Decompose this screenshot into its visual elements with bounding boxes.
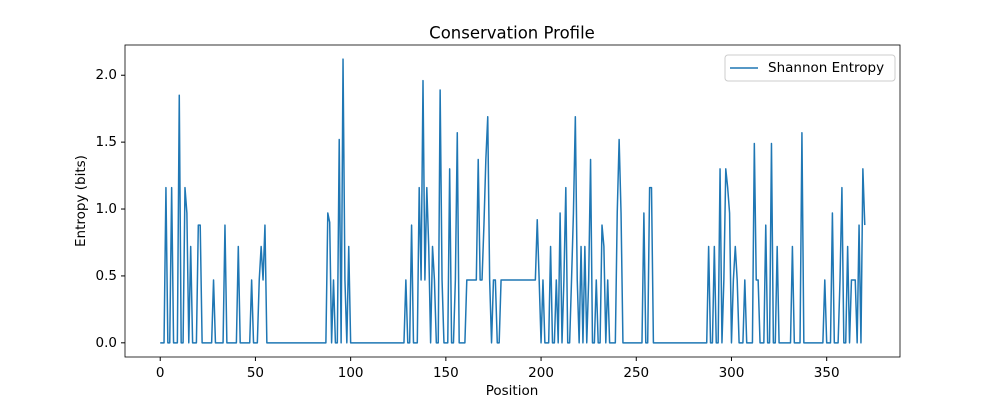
legend-box [724,54,896,82]
x-axis-label: Position [486,383,539,399]
y-tick-label: 0.0 [96,335,117,351]
y-tick-label: 1.5 [96,134,117,150]
x-tick-label: 150 [433,365,459,381]
legend-label: Shannon Entropy [768,60,884,76]
y-tick-label: 2.0 [96,67,117,83]
x-tick-label: 350 [814,365,840,381]
x-tick-label: 0 [156,365,165,381]
x-tick-label: 50 [247,365,264,381]
x-tick-label: 300 [719,365,745,381]
chart-title: Conservation Profile [429,24,595,43]
line-series [160,58,866,344]
x-tick-label: 100 [338,365,364,381]
x-tick-label: 200 [528,365,554,381]
x-tick-label: 250 [623,365,649,381]
y-tick-label: 1.0 [96,201,117,217]
plot-frame [124,44,901,358]
y-axis-label: Entropy (bits) [73,155,89,247]
y-tick-label: 0.5 [96,268,117,284]
